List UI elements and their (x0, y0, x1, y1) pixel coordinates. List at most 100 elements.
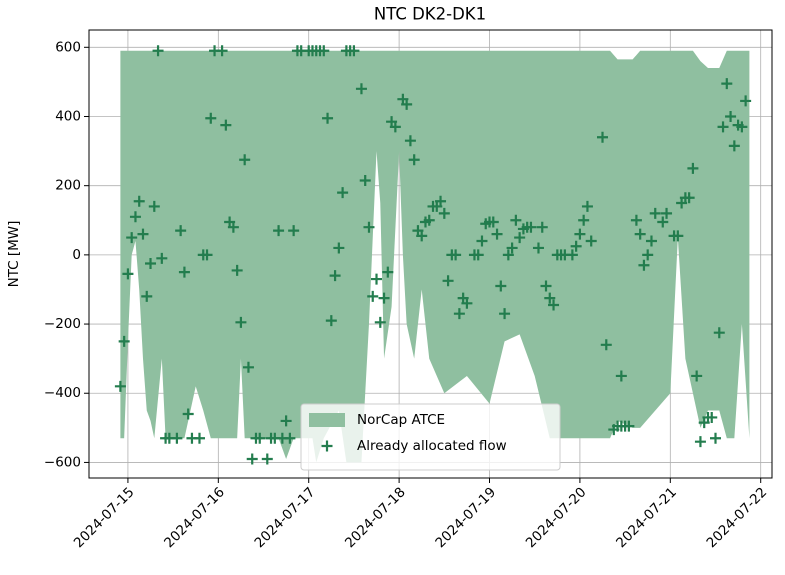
plus-marker (438, 207, 450, 219)
plus-marker (288, 225, 300, 237)
plus-marker (630, 214, 642, 226)
plus-marker (246, 453, 258, 465)
plus-marker (126, 232, 138, 244)
plus-marker (728, 140, 740, 152)
plus-marker (687, 162, 699, 174)
plus-marker (532, 242, 544, 254)
plus-marker (141, 290, 153, 302)
plus-marker (491, 228, 503, 240)
plus-marker (122, 268, 134, 280)
plus-marker (318, 45, 330, 57)
plus-marker (578, 214, 590, 226)
plus-marker (182, 408, 194, 420)
plus-marker (156, 252, 168, 264)
plus-marker (205, 112, 217, 124)
plus-marker (337, 187, 349, 199)
plus-marker (231, 264, 243, 276)
legend-label: Already allocated flow (357, 438, 507, 454)
plus-marker (600, 339, 612, 351)
plus-marker (114, 380, 126, 392)
legend-marker (321, 440, 333, 452)
plus-marker (642, 249, 654, 261)
plus-marker (713, 327, 725, 339)
plus-marker (585, 235, 597, 247)
plus-marker (325, 315, 337, 327)
plus-marker (273, 225, 285, 237)
plus-marker (683, 192, 695, 204)
y-tick-label: 400 (55, 108, 81, 124)
plus-marker (242, 361, 254, 373)
plus-marker (548, 299, 560, 311)
plus-marker (566, 249, 578, 261)
area (120, 50, 750, 463)
plus-marker (239, 154, 251, 166)
legend-swatch (309, 413, 345, 427)
y-tick-label: −200 (44, 316, 81, 332)
y-tick-label: 600 (55, 39, 81, 55)
plus-marker (514, 232, 526, 244)
plus-marker (649, 207, 661, 219)
plus-marker (638, 259, 650, 271)
plot-frame (88, 29, 773, 479)
plus-marker (661, 207, 673, 219)
legend-box (300, 403, 561, 471)
plus-marker (322, 112, 334, 124)
plus-marker (581, 200, 593, 212)
plus-marker (329, 270, 341, 282)
plus-marker (721, 78, 733, 90)
plus-marker (657, 216, 669, 228)
plus-marker (597, 131, 609, 143)
plus-marker (382, 266, 394, 278)
plus-marker (495, 280, 507, 292)
plus-marker (570, 240, 582, 252)
plus-marker (691, 370, 703, 382)
plus-marker (634, 228, 646, 240)
chart-title: NTC DK2-DK1 (374, 5, 486, 24)
plus-marker (355, 83, 367, 95)
plus-marker (129, 211, 141, 223)
plus-marker (359, 174, 371, 186)
plus-marker (235, 316, 247, 328)
plus-marker (178, 266, 190, 278)
plus-marker (261, 453, 273, 465)
y-tick-label: −600 (44, 454, 81, 470)
plus-marker (220, 119, 232, 131)
plus-marker (694, 436, 706, 448)
plus-marker (367, 290, 379, 302)
plus-marker (740, 95, 752, 107)
plus-marker (450, 249, 462, 261)
plus-marker (216, 45, 228, 57)
plus-marker (461, 297, 473, 309)
plus-marker (408, 154, 420, 166)
plus-marker (284, 432, 296, 444)
plus-marker (148, 200, 160, 212)
plus-marker (145, 258, 157, 270)
plus-marker (374, 316, 386, 328)
plus-marker (171, 432, 183, 444)
plus-marker (645, 235, 657, 247)
plus-marker (401, 98, 413, 110)
plus-marker (137, 228, 149, 240)
plus-marker (544, 292, 556, 304)
plus-marker (736, 121, 748, 133)
plus-marker (201, 249, 213, 261)
plus-marker (476, 235, 488, 247)
plus-marker (472, 249, 484, 261)
plus-marker (672, 230, 684, 242)
plus-marker (710, 432, 722, 444)
plus-marker (152, 45, 164, 57)
plus-marker (363, 221, 375, 233)
plus-marker (371, 273, 383, 285)
plus-marker (416, 230, 428, 242)
plus-marker (506, 242, 518, 254)
y-tick-label: 0 (72, 247, 81, 263)
plus-marker (510, 214, 522, 226)
plus-marker (193, 432, 205, 444)
plus-marker (540, 280, 552, 292)
plus-marker (227, 221, 239, 233)
plus-marker (725, 110, 737, 122)
plus-marker (254, 432, 266, 444)
plus-marker (487, 216, 499, 228)
plus-marker (453, 308, 465, 320)
